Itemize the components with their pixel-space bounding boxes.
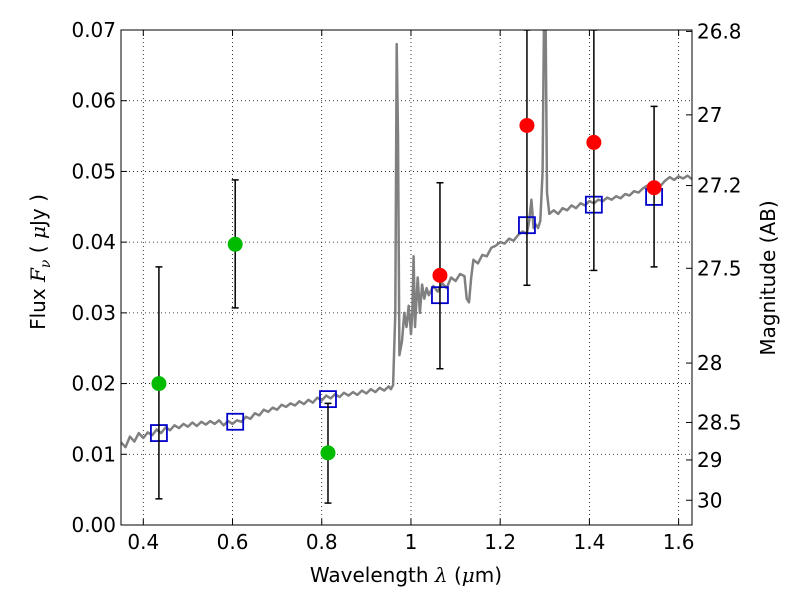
y-tick-label: 0.04 [71,230,116,254]
detection-point [432,267,448,283]
detection-point [646,180,662,196]
y2-tick-label: 27 [697,103,722,127]
y-axis-title: Flux Fν ( μJy ) [26,194,54,330]
plot-area [121,30,692,504]
y-tick-label: 0.03 [71,301,116,325]
y2-tick-label: 27.2 [697,174,742,198]
y2-tick-label: 28.5 [697,410,742,434]
ticks: 0.4 0.6 0.8 1 1.2 1.4 1.6 0.00 0.01 0.02 0.03 0.04 0… [71,18,741,554]
x-tick-label: 0.6 [217,530,249,554]
y-tick-label: 0.00 [71,513,116,537]
y-tick-label: 0.05 [71,159,116,183]
model-photometry-square [226,412,245,431]
y-tick-label: 0.06 [71,89,116,113]
y-tick-label: 0.07 [71,18,116,42]
detection-point [320,445,336,461]
x-tick-label: 1 [405,530,418,554]
x-axis-title: Wavelength λ (μm) [310,563,502,587]
y2-tick-label: 26.8 [697,19,742,43]
x-tick-label: 1.6 [663,530,695,554]
x-tick-label: 0.4 [127,530,159,554]
detection-point [519,117,535,133]
grid [121,29,692,526]
y2-tick-label: 27.5 [697,256,742,280]
y2-tick-label: 28 [697,351,722,375]
y2-tick-label: 29 [697,448,722,472]
plot-frame [120,29,693,526]
y2-tick-label: 30 [697,488,722,512]
x-tick-label: 1.4 [573,530,605,554]
y-tick-label: 0.02 [71,372,116,396]
x-tick-label: 1.2 [484,530,516,554]
y-tick-label: 0.01 [71,442,116,466]
model-spectrum-line [121,30,692,449]
detection-point [586,134,602,150]
detection-point [151,376,167,392]
y2-axis-title: Magnitude (AB) [756,200,780,355]
x-tick-label: 0.8 [306,530,338,554]
detection-point [227,236,243,252]
